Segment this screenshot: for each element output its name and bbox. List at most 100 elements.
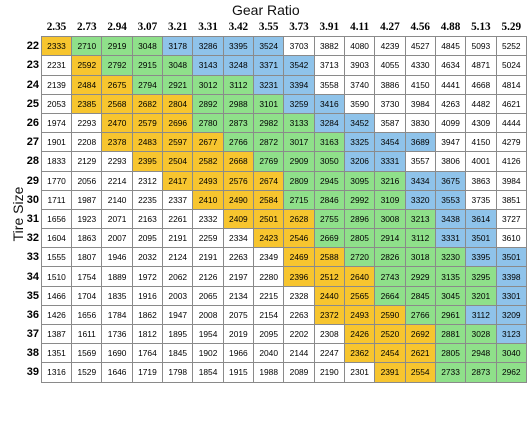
rpm-cell: 1988 (253, 362, 285, 383)
rpm-cell: 4150 (404, 74, 436, 95)
rpm-cell: 2710 (71, 36, 103, 57)
rpm-cell: 3830 (404, 112, 436, 134)
rpm-cell: 3028 (465, 323, 497, 345)
rpm-cell: 2962 (495, 362, 527, 383)
rpm-cell: 4527 (404, 36, 436, 57)
rpm-cell: 2385 (71, 93, 103, 114)
rpm-cell: 2259 (192, 228, 224, 249)
rpm-cell: 3501 (465, 228, 497, 249)
rpm-cell: 1863 (71, 228, 103, 249)
rpm-cell: 2755 (313, 208, 345, 230)
rpm-cell: 2333 (40, 36, 73, 57)
rpm-cell: 2144 (283, 343, 315, 364)
gear-ratio-header: 3.55 (258, 21, 279, 34)
rpm-cell: 2454 (374, 343, 406, 364)
rpm-cell: 3209 (495, 304, 527, 326)
rpm-cell: 2263 (222, 247, 255, 268)
rpm-cell: 1704 (71, 285, 103, 306)
rpm-cell: 2621 (404, 343, 436, 364)
rpm-cell: 3284 (313, 112, 345, 134)
rpm-cell: 3675 (434, 170, 467, 191)
rpm-cell: 3863 (465, 170, 497, 191)
tire-size-label: 31 (26, 212, 40, 225)
rpm-cell: 2872 (253, 132, 285, 153)
rpm-cell: 2493 (343, 304, 376, 326)
rpm-cell: 2805 (343, 228, 376, 249)
rpm-cell: 2032 (131, 247, 164, 268)
rpm-cell: 1946 (101, 247, 133, 268)
rpm-cell: 2715 (283, 189, 315, 210)
rpm-cell: 2792 (101, 55, 133, 76)
rpm-cell: 3735 (465, 189, 497, 210)
rpm-cell: 1947 (162, 304, 194, 326)
rpm-cell: 2846 (313, 189, 345, 210)
rpm-cell: 2579 (131, 112, 164, 134)
rpm-cell: 4871 (465, 55, 497, 76)
gear-ratio-header: 4.88 (440, 21, 461, 34)
tire-size-label: 37 (26, 328, 40, 341)
rpm-cell: 2337 (162, 189, 194, 210)
rpm-cell: 2780 (192, 112, 224, 134)
rpm-cell: 1656 (71, 304, 103, 326)
rpm-cell: 3371 (253, 55, 285, 76)
gear-ratio-header: 3.91 (319, 21, 340, 34)
rpm-cell: 2892 (192, 93, 224, 114)
rpm-cell: 2945 (313, 170, 345, 191)
rpm-cell: 2208 (71, 132, 103, 153)
rpm-cell: 3248 (222, 55, 255, 76)
rpm-cell: 2493 (192, 170, 224, 191)
rpm-cell: 3301 (495, 285, 527, 306)
rpm-cell: 2095 (131, 228, 164, 249)
rpm-cell: 2426 (343, 323, 376, 345)
rpm-cell: 1854 (192, 362, 224, 383)
rpm-cell: 1845 (162, 343, 194, 364)
rpm-cell: 2805 (434, 343, 467, 364)
rpm-cell: 3259 (283, 93, 315, 114)
gear-ratio-header: 3.21 (167, 21, 188, 34)
tire-size-label: 28 (26, 155, 40, 168)
tire-size-label: 36 (26, 308, 40, 321)
gear-ratio-header: 4.27 (380, 21, 400, 34)
rpm-cell: 2440 (313, 285, 345, 306)
rpm-cell: 2129 (71, 151, 103, 172)
rpm-cell: 2215 (253, 285, 285, 306)
tire-size-label: 34 (26, 270, 40, 283)
rpm-cell: 1711 (40, 189, 73, 210)
gear-ratio-header: 3.73 (289, 21, 309, 34)
rpm-cell: 2546 (283, 228, 315, 249)
rpm-cell: 2423 (253, 228, 285, 249)
rpm-cell: 3984 (495, 170, 527, 191)
rpm-cell: 3008 (374, 208, 406, 230)
rpm-cell: 4668 (465, 74, 497, 95)
rpm-cell: 3614 (465, 208, 497, 230)
rpm-cell: 4239 (374, 36, 406, 57)
rpm-cell: 2896 (343, 208, 376, 230)
tire-size-label: 22 (26, 40, 40, 53)
gear-ratio-header: 3.42 (228, 21, 249, 34)
rpm-cell: 1835 (101, 285, 133, 306)
rpm-cell: 2040 (253, 343, 285, 364)
rpm-cell: 3553 (434, 189, 467, 210)
rpm-cell: 3501 (495, 247, 527, 268)
rpm-cell: 2590 (374, 304, 406, 326)
rpm-cell: 2929 (404, 266, 436, 287)
rpm-cell: 4330 (404, 55, 436, 76)
rpm-cell: 3851 (495, 189, 527, 210)
rpm-cell: 1954 (192, 323, 224, 345)
rpm-cell: 1604 (40, 228, 73, 249)
rpm-cell: 5024 (495, 55, 527, 76)
rpm-cell: 2469 (283, 247, 315, 268)
rpm-cell: 3178 (162, 36, 194, 57)
tire-size-label: 23 (26, 59, 40, 72)
rpm-cell: 2332 (192, 208, 224, 230)
rpm-cell: 3135 (434, 266, 467, 287)
rpm-cell: 3394 (283, 74, 315, 95)
gear-ratio-header: 4.11 (350, 21, 370, 34)
rpm-cell: 3112 (404, 228, 436, 249)
rpm-cell: 2139 (40, 74, 73, 95)
rpm-cell: 2961 (434, 304, 467, 326)
rpm-cell: 2909 (283, 151, 315, 172)
rpm-cell: 1901 (40, 132, 73, 153)
rpm-cell: 1764 (131, 343, 164, 364)
rpm-cell: 3984 (404, 93, 436, 114)
